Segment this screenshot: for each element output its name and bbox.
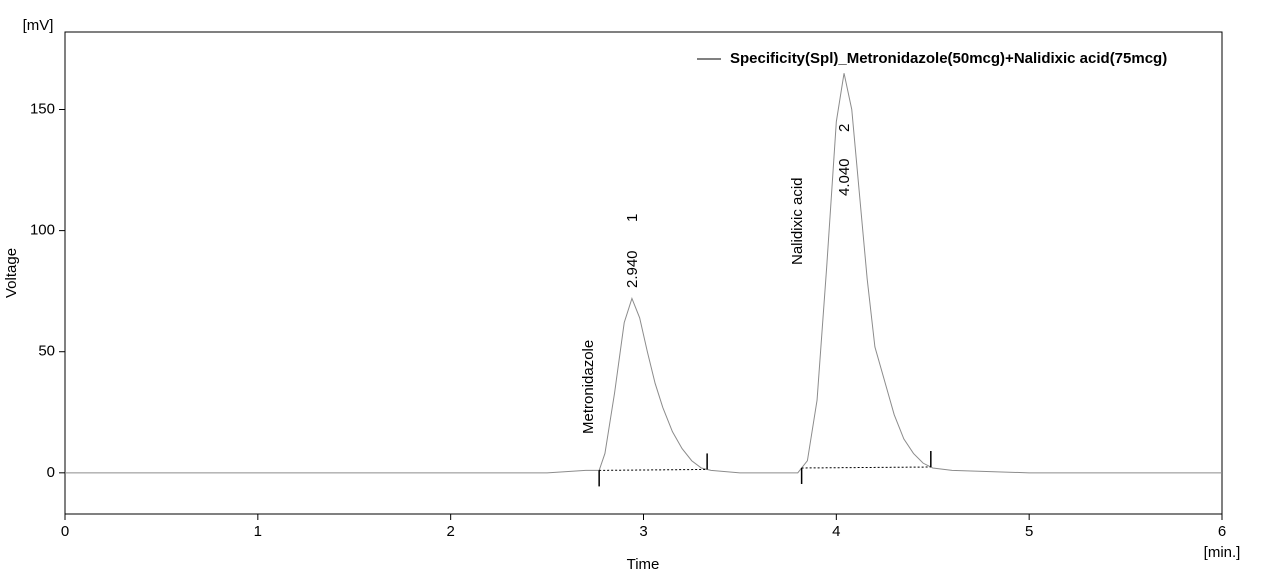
y-tick-label: 100	[30, 222, 55, 239]
x-tick-label: 5	[1025, 523, 1033, 540]
y-tick-label: 0	[47, 464, 55, 481]
x-tick-label: 6	[1218, 523, 1226, 540]
x-tick-label: 3	[639, 523, 647, 540]
x-tick-label: 0	[61, 523, 69, 540]
y-tick-label: 50	[38, 343, 55, 360]
peak-name: Nalidixic acid	[789, 177, 806, 265]
x-axis-label: Time	[627, 556, 660, 573]
trace	[65, 73, 1222, 474]
peak-number: 2	[836, 124, 853, 132]
x-tick-label: 4	[832, 523, 840, 540]
plot-frame	[64, 31, 1223, 515]
retention-time-label: 2.940	[624, 250, 641, 288]
retention-time-label: 4.040	[836, 158, 853, 196]
peak-name: Metronidazole	[580, 340, 597, 434]
x-tick-label: 2	[446, 523, 454, 540]
legend-label: Specificity(Spl)_Metronidazole(50mcg)+Na…	[730, 50, 1167, 67]
y-tick-label: 150	[30, 100, 55, 117]
x-tick-label: 1	[254, 523, 262, 540]
peak-baseline	[599, 468, 708, 471]
peak-number: 1	[624, 214, 641, 222]
x-unit: [min.]	[1204, 544, 1241, 561]
peak-baseline	[801, 466, 931, 469]
y-unit: [mV]	[23, 17, 54, 34]
y-axis-label: Voltage	[3, 248, 20, 298]
